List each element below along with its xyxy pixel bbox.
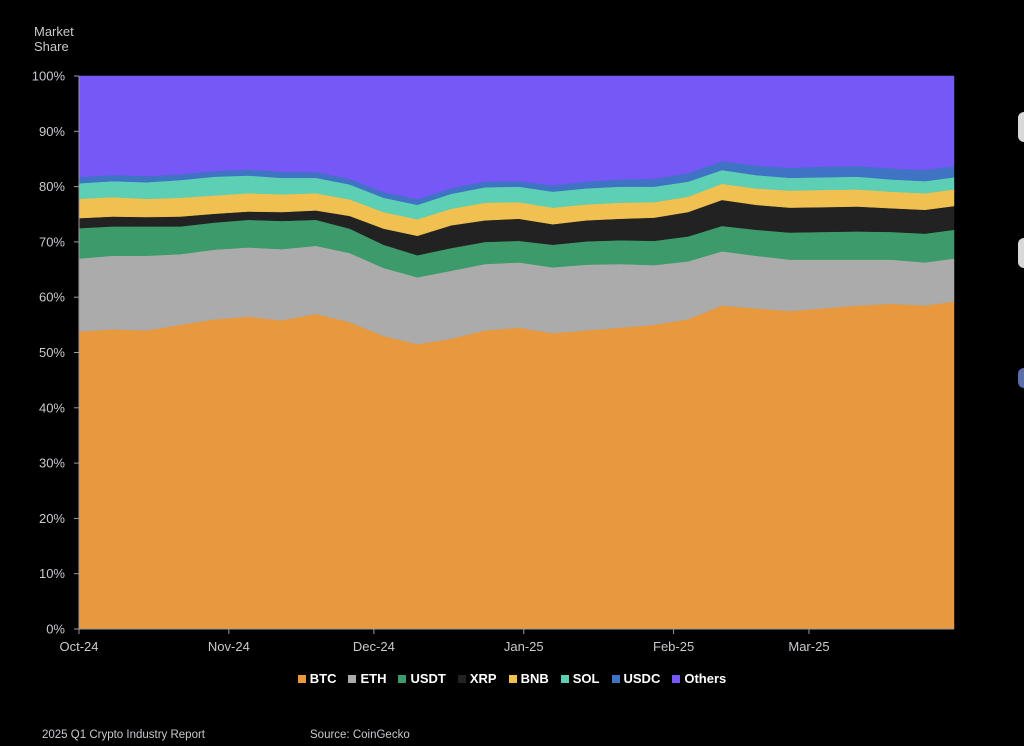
legend-label: USDT <box>410 671 446 686</box>
y-tick-label: 60% <box>39 290 65 305</box>
legend-item-usdt: USDT <box>398 671 446 686</box>
legend-swatch <box>348 674 357 683</box>
legend-swatch <box>611 674 620 683</box>
x-tick-label: Nov-24 <box>208 639 250 654</box>
legend-label: ETH <box>360 671 387 686</box>
x-tick-label: Feb-25 <box>653 639 694 654</box>
x-axis: Oct-24 Nov-24 Dec-24 Jan-25 Feb-25 Mar-25 <box>59 628 954 654</box>
y-axis-title-line1: Market <box>34 24 74 39</box>
y-tick-label: 10% <box>39 566 65 581</box>
legend-item-sol: SOL <box>560 671 600 686</box>
y-tick-label: 20% <box>39 511 65 526</box>
stacked-area-chart: 0% 10% 20% 30% 40% 50% 60% 70% 80% 90% 100% Oct-24… <box>32 69 955 654</box>
area-series-group <box>78 75 955 630</box>
y-tick-label: 70% <box>39 234 65 249</box>
legend-label: USDC <box>623 671 661 686</box>
x-tick-label: Oct-24 <box>59 639 98 654</box>
y-tick-label: 0% <box>46 622 65 637</box>
legend-item-btc: BTC <box>297 671 337 686</box>
y-axis-title: Market Share <box>34 24 114 54</box>
legend-label: Others <box>684 671 727 686</box>
source-footer: Source: CoinGecko <box>310 729 410 741</box>
y-tick-label: 100% <box>32 69 66 84</box>
y-tick-label: 40% <box>39 400 65 415</box>
edge-decoration-1 <box>1018 112 1024 142</box>
legend-label: SOL <box>572 671 600 686</box>
legend-label: BNB <box>520 671 549 686</box>
legend-label: XRP <box>469 671 497 686</box>
legend-swatch <box>508 674 517 683</box>
x-tick-label: Dec-24 <box>353 639 395 654</box>
report-footer: 2025 Q1 Crypto Industry Report <box>42 729 205 741</box>
y-axis: 0% 10% 20% 30% 40% 50% 60% 70% 80% 90% 100% <box>32 69 80 637</box>
legend-item-bnb: BNB <box>508 671 549 686</box>
edge-decoration-2 <box>1018 238 1024 268</box>
area-btc <box>78 301 955 630</box>
y-tick-label: 80% <box>39 179 65 194</box>
x-tick-label: Mar-25 <box>788 639 829 654</box>
legend-swatch <box>672 674 681 683</box>
legend: BTC ETH USDT XRP BNB SOL USDC Others <box>0 671 1024 686</box>
legend-item-eth: ETH <box>348 671 386 686</box>
legend-swatch <box>560 674 569 683</box>
y-tick-label: 30% <box>39 456 65 471</box>
legend-item-usdc: USDC <box>611 671 661 686</box>
legend-item-xrp: XRP <box>457 671 497 686</box>
legend-label: BTC <box>309 671 337 686</box>
legend-swatch <box>398 674 407 683</box>
y-tick-label: 50% <box>39 345 65 360</box>
x-tick-label: Jan-25 <box>504 639 544 654</box>
area-others <box>78 75 955 200</box>
legend-item-others: Others <box>672 671 726 686</box>
y-tick-label: 90% <box>39 124 65 139</box>
edge-decoration-3 <box>1018 368 1024 388</box>
legend-swatch <box>457 674 466 683</box>
y-axis-title-line2: Share <box>34 39 69 54</box>
legend-swatch <box>297 674 306 683</box>
